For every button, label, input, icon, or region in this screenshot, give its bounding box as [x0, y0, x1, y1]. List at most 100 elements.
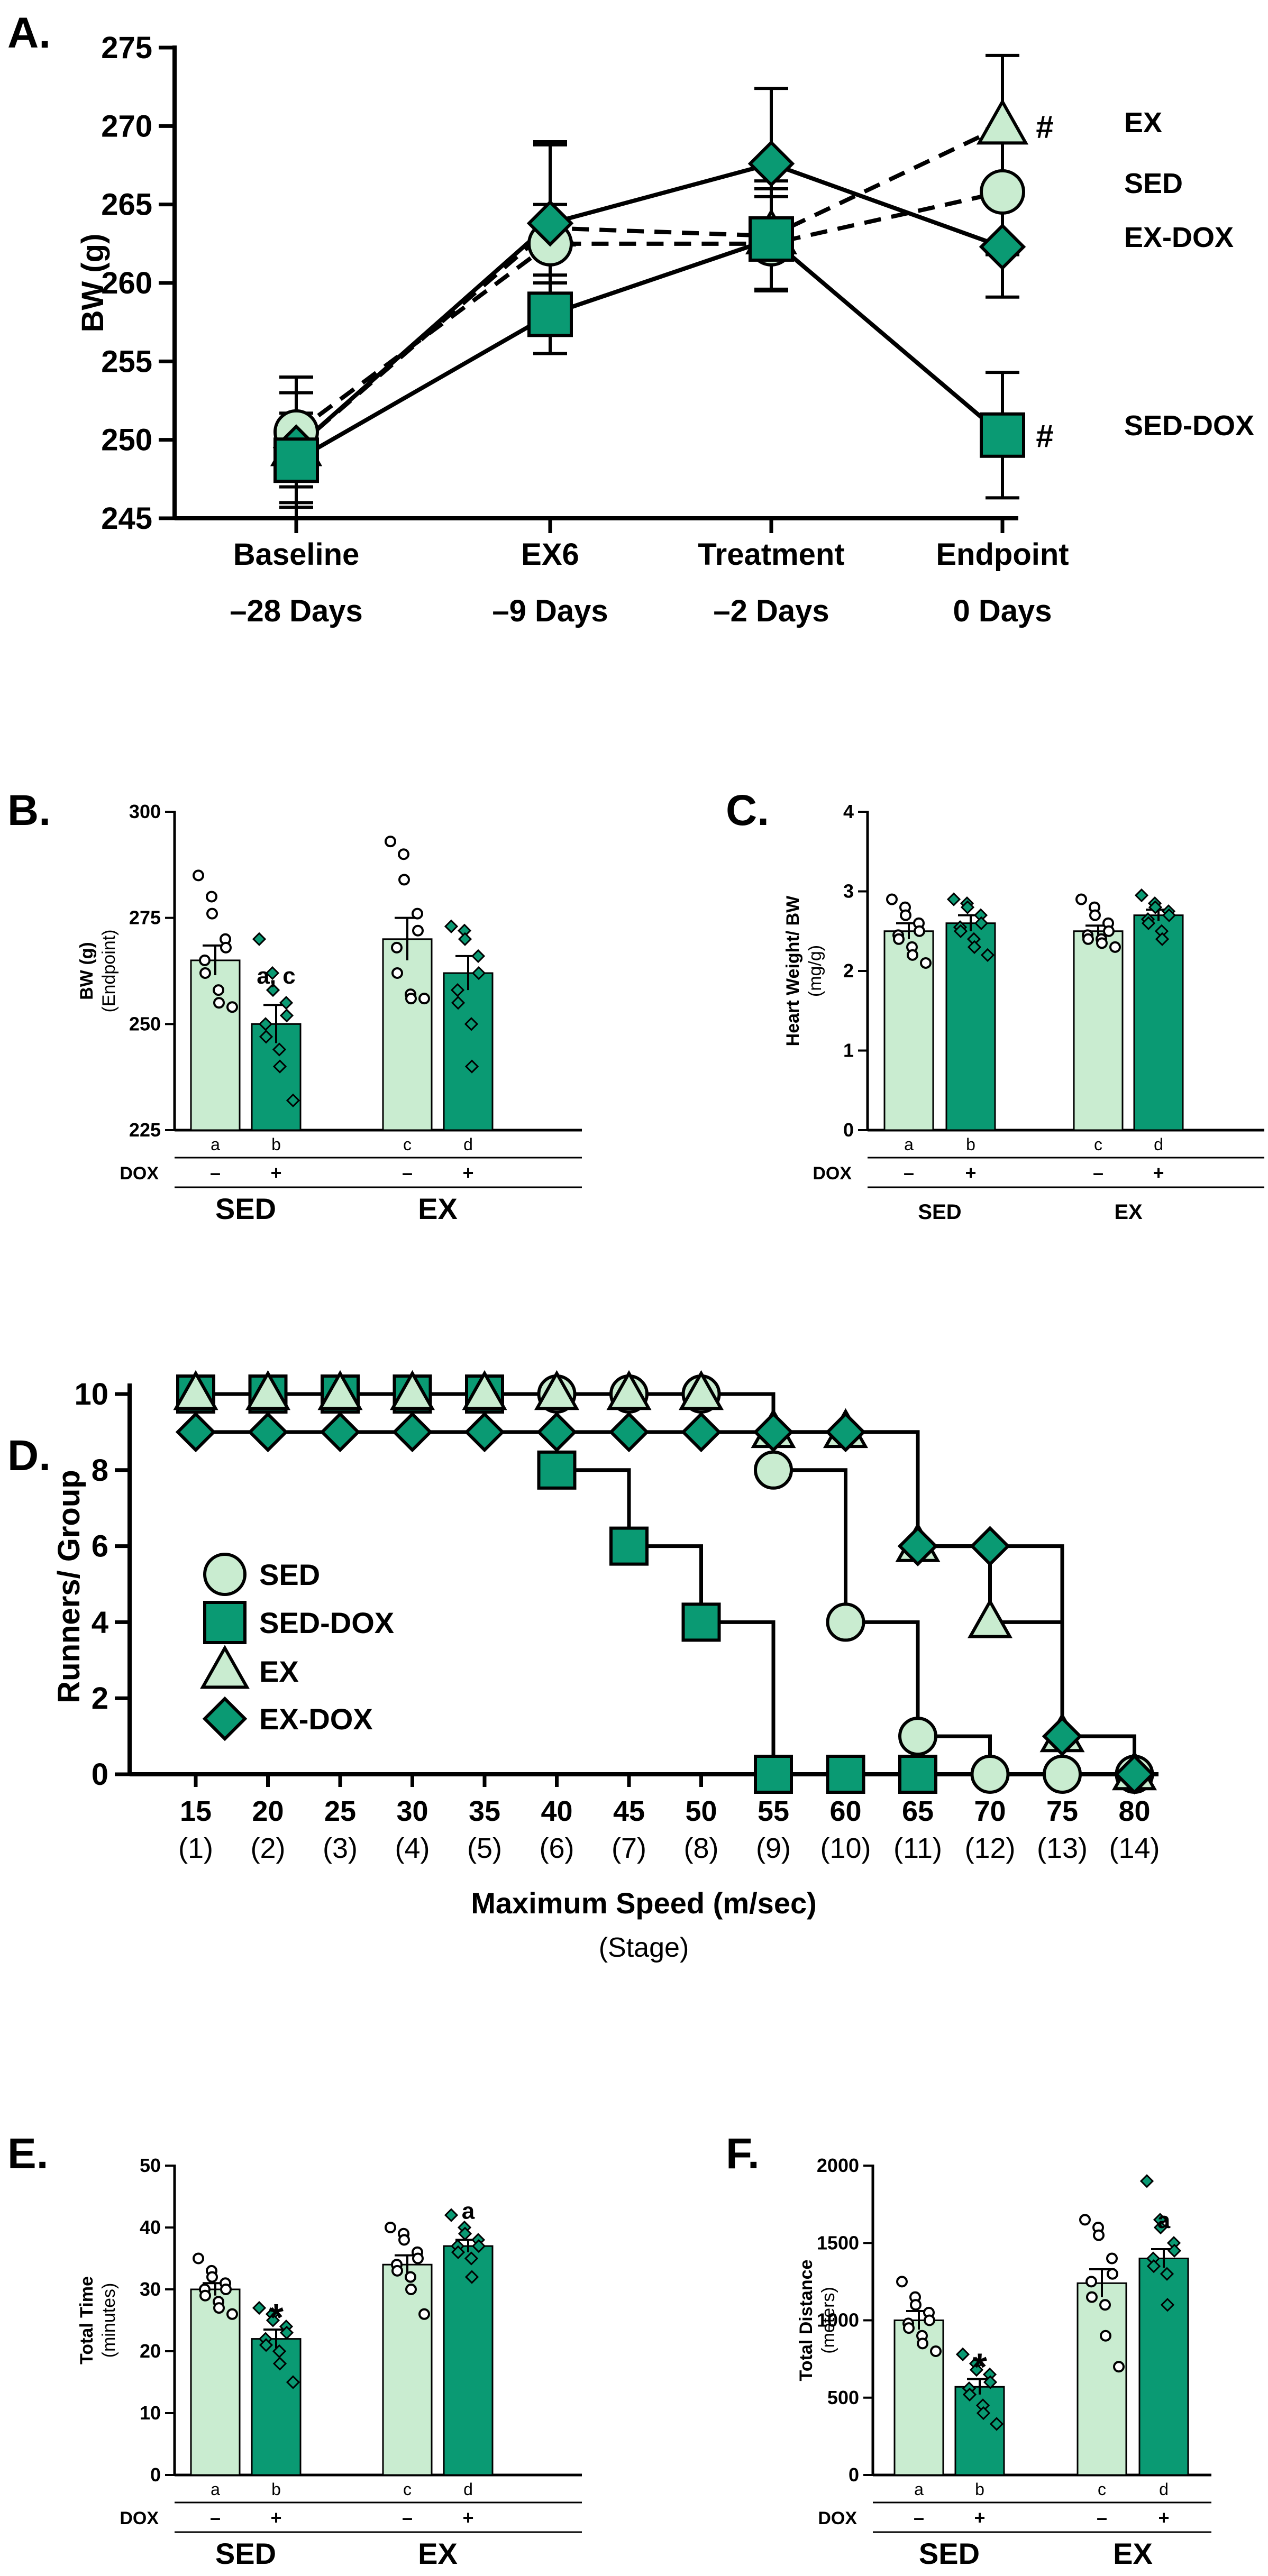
- group-letter: b: [271, 1135, 281, 1154]
- data-point: [451, 996, 466, 1010]
- y-tick-label: 4: [92, 1605, 108, 1639]
- y-axis-unit: (mg/g): [805, 945, 825, 997]
- data-point-sed-dox: [609, 1526, 649, 1566]
- y-tick-label: 8: [92, 1453, 108, 1488]
- data-point-ex: [173, 1370, 218, 1410]
- y-tick-label: 1: [843, 1040, 854, 1061]
- data-point: [1106, 2252, 1118, 2265]
- data-point-sed-dox: [681, 1602, 721, 1642]
- data-point: [1167, 2243, 1182, 2258]
- dox-row-label: DOX: [818, 2508, 857, 2528]
- data-point: [385, 836, 396, 848]
- data-point: [960, 900, 975, 914]
- data-point: [900, 909, 911, 921]
- data-point-ex: [606, 1370, 652, 1410]
- data-point-sed: [754, 1450, 793, 1490]
- group-letter: d: [1154, 1135, 1163, 1154]
- data-point: [980, 948, 995, 962]
- dox-sign: +: [1153, 1162, 1164, 1184]
- data-point-sed-dox: [273, 437, 319, 483]
- data-point-ex-dox: [175, 1411, 216, 1453]
- significance-mark: #: [1036, 109, 1053, 144]
- x-tick-label: 25: [324, 1795, 356, 1827]
- data-point: [1109, 941, 1121, 953]
- data-point: [206, 2271, 218, 2283]
- data-point: [398, 2234, 410, 2246]
- data-point-ex: [462, 1370, 507, 1410]
- data-point: [896, 2276, 908, 2288]
- x-tick-sublabel: (10): [820, 1832, 871, 1864]
- data-point-sed-dox: [754, 1755, 793, 1794]
- data-point: [220, 2284, 232, 2295]
- data-point-sed: [980, 169, 1025, 215]
- data-point: [910, 2299, 922, 2311]
- data-point: [924, 2314, 935, 2326]
- x-tick-sublabel: –9 Days: [492, 594, 608, 628]
- data-point: [914, 925, 925, 937]
- series-label-sed: SED: [1124, 168, 1183, 199]
- series-line-sed: [295, 190, 1003, 434]
- data-point-ex-dox: [1042, 1716, 1083, 1757]
- panel-label-e: E.: [7, 2130, 48, 2178]
- group-letter: a: [904, 1135, 914, 1154]
- data-point: [458, 932, 472, 946]
- x-tick-sublabel: (5): [467, 1832, 502, 1864]
- data-point-ex-dox: [681, 1411, 722, 1453]
- data-point: [471, 966, 486, 980]
- data-point: [967, 940, 982, 954]
- x-tick-sublabel: 0 Days: [953, 594, 1052, 628]
- data-point: [418, 993, 430, 1005]
- y-tick-label: 275: [101, 31, 152, 65]
- data-point: [903, 2322, 915, 2334]
- series-line-ex-dox: [295, 161, 1004, 450]
- group-letter: b: [966, 1135, 975, 1154]
- x-tick-label: 55: [758, 1795, 789, 1827]
- y-tick-label: 20: [140, 2340, 161, 2362]
- y-axis-unit: (minutes): [99, 2283, 119, 2358]
- data-point: [391, 967, 403, 979]
- data-point: [1155, 932, 1170, 946]
- dox-sign: +: [270, 1162, 281, 1184]
- data-point: [412, 907, 423, 920]
- data-point-ex-dox: [753, 1411, 794, 1453]
- y-tick-label: 10: [74, 1377, 108, 1411]
- data-point: [272, 1042, 287, 1057]
- group-label-ex: EX: [418, 1192, 458, 1225]
- x-tick-label: EX6: [521, 537, 579, 572]
- x-tick-label: 30: [396, 1795, 428, 1827]
- significance-annotation: a: [1157, 2207, 1171, 2233]
- group-label-ex: EX: [1113, 2537, 1153, 2570]
- data-point: [458, 2226, 472, 2241]
- data-point-sed: [1043, 1755, 1082, 1794]
- bar-ex: [382, 2263, 433, 2476]
- data-point: [1107, 2268, 1118, 2280]
- group-label-ex: EX: [1114, 1200, 1143, 1224]
- group-letter: d: [463, 1135, 473, 1154]
- y-tick-label: 265: [101, 188, 152, 222]
- x-tick-sublabel: (2): [251, 1832, 286, 1864]
- data-point: [279, 2325, 294, 2340]
- data-point: [213, 984, 224, 996]
- data-point-sed: [826, 1602, 865, 1642]
- group-letter: c: [1098, 2480, 1106, 2499]
- dox-sign: –: [904, 1162, 914, 1184]
- data-point: [199, 2289, 211, 2302]
- data-point: [391, 2265, 403, 2277]
- dox-sign: +: [974, 2507, 985, 2528]
- group-label-sed: SED: [918, 1200, 961, 1224]
- data-point: [272, 1059, 287, 1074]
- y-axis-label: BW (g): [77, 942, 97, 1000]
- data-point: [1096, 937, 1108, 949]
- x-tick-sublabel: (12): [964, 1832, 1015, 1864]
- data-point-sed: [970, 1755, 1010, 1794]
- data-point: [1148, 900, 1163, 914]
- significance-annotation: *: [972, 2346, 987, 2389]
- x-tick-sublabel: (4): [395, 1832, 430, 1864]
- series-label-ex: EX: [1124, 107, 1162, 139]
- bar-sed-dox: [251, 2338, 302, 2476]
- panel-label-b: B.: [7, 786, 51, 835]
- y-tick-label: 0: [92, 1757, 108, 1792]
- data-point-sed-dox: [980, 412, 1025, 458]
- x-tick-sublabel: (8): [684, 1832, 719, 1864]
- x-axis-label: Maximum Speed (m/sec): [471, 1886, 817, 1920]
